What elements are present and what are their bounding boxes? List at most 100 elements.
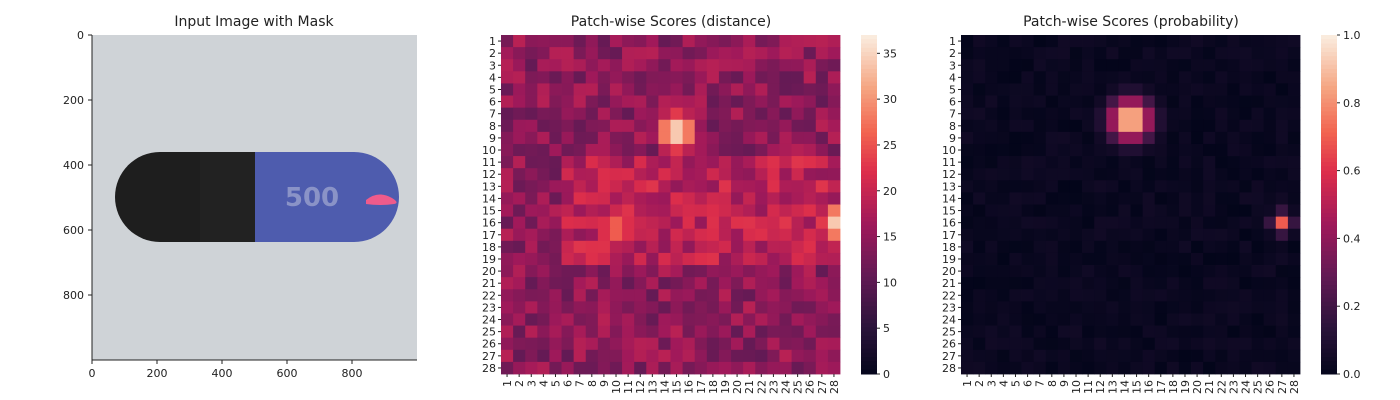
heatmap-cell	[779, 301, 792, 314]
heatmap-x-tick-label: 10	[1070, 380, 1083, 394]
heatmap-cell	[1191, 192, 1204, 205]
heatmap-cell	[755, 240, 768, 254]
heatmap-cell	[1045, 131, 1059, 145]
heatmap-cell	[767, 325, 780, 339]
heatmap-cell	[1142, 240, 1156, 254]
heatmap-cell	[513, 119, 526, 133]
heatmap-cell	[767, 277, 780, 290]
heatmap-cell	[1033, 252, 1047, 266]
heatmap-cell	[706, 349, 720, 363]
heatmap-cell	[985, 240, 998, 254]
heatmap-cell	[646, 240, 659, 254]
heatmap-cell	[609, 252, 623, 266]
heatmap-cell	[1154, 143, 1168, 157]
heatmap-cell	[1227, 143, 1240, 157]
heatmap-cell	[1069, 59, 1083, 72]
heatmap-cell	[1033, 289, 1047, 302]
heatmap-cell	[597, 71, 611, 84]
heatmap-cell	[1045, 35, 1059, 48]
heatmap-cell	[1227, 35, 1240, 48]
heatmap-cell	[1166, 192, 1180, 205]
colorbar-segment	[861, 323, 877, 328]
colorbar-segment	[1321, 35, 1337, 40]
heatmap-cell	[1166, 277, 1180, 290]
heatmap-cell	[1094, 289, 1107, 302]
heatmap-cell	[803, 131, 817, 145]
heatmap-cell	[1178, 325, 1192, 339]
heatmap-cell	[573, 204, 587, 218]
heatmap-cell	[1178, 156, 1192, 169]
heatmap-cell	[1045, 156, 1059, 169]
heatmap-cell	[755, 204, 768, 218]
heatmap-cell	[803, 216, 817, 230]
heatmap-cell	[985, 71, 998, 84]
heatmap-cell	[1178, 35, 1192, 48]
colorbar-segment	[1321, 276, 1337, 282]
heatmap-cell	[1178, 107, 1192, 121]
heatmap-cell	[827, 143, 841, 157]
heatmap-cell	[597, 240, 611, 254]
heatmap-cell	[755, 313, 768, 326]
heatmap-cell	[1191, 252, 1204, 266]
heatmap-cell	[1118, 71, 1131, 84]
heatmap-cell	[561, 252, 575, 266]
heatmap-cell	[1094, 192, 1107, 205]
heatmap-cell	[973, 301, 986, 314]
heatmap-y-tick-label: 4	[489, 71, 496, 84]
colorbar-segment	[1321, 246, 1337, 252]
heatmap-cell	[1094, 83, 1107, 96]
heatmap-cell	[1178, 240, 1192, 254]
heatmap-cell	[1130, 216, 1144, 230]
heatmap-cell	[718, 131, 732, 145]
colorbar-tick-label: 1.0	[1343, 29, 1361, 42]
heatmap-cell	[1215, 349, 1228, 363]
heatmap-cell	[1142, 361, 1156, 375]
heatmap-cell	[549, 265, 562, 278]
heatmap-cell	[634, 289, 647, 302]
heatmap-cell	[646, 107, 659, 121]
heatmap-cell	[997, 168, 1010, 181]
heatmap-cell	[1251, 168, 1265, 181]
heatmap-cell	[537, 35, 550, 48]
heatmap-cell	[985, 277, 998, 290]
heatmap-cell	[755, 289, 768, 302]
heatmap-cell	[1045, 277, 1059, 290]
heatmap-cell	[634, 349, 647, 363]
heatmap-cell	[1251, 59, 1265, 72]
heatmap-cell	[670, 252, 684, 266]
heatmap-cell	[634, 265, 647, 278]
heatmap-cell	[609, 119, 623, 133]
heatmap-cell	[1215, 240, 1228, 254]
heatmap-cell	[997, 228, 1010, 242]
heatmap-cell	[803, 228, 817, 242]
colorbar-segment	[861, 297, 877, 303]
heatmap-cell	[743, 252, 756, 266]
heatmap-cell	[1227, 131, 1240, 145]
heatmap-cell	[646, 361, 659, 375]
heatmap-y-tick-label: 21	[942, 277, 956, 290]
heatmap-cell	[1178, 143, 1192, 157]
heatmap-cell	[767, 71, 780, 84]
heatmap-x-tick-label: 10	[610, 380, 623, 394]
colorbar-segment	[861, 289, 877, 294]
colorbar-segment	[1321, 174, 1337, 180]
heatmap-cell	[1215, 131, 1228, 145]
colorbar-segment	[1321, 111, 1337, 117]
heatmap-cell	[622, 252, 635, 266]
heatmap-cell	[1263, 131, 1277, 145]
heatmap-cell	[815, 240, 829, 254]
heatmap-cell	[1142, 325, 1156, 339]
heatmap-cell	[1203, 168, 1216, 181]
heatmap-cell	[646, 119, 659, 133]
heatmap-cell	[1191, 35, 1204, 48]
heatmap-cell	[1191, 119, 1204, 133]
heatmap-cell	[1287, 240, 1301, 254]
heatmap-cell	[1082, 156, 1095, 169]
heatmap-cell	[609, 71, 623, 84]
heatmap-y-tick-label: 16	[482, 217, 496, 230]
heatmap-cell	[1251, 349, 1265, 363]
heatmap-cell	[670, 289, 684, 302]
heatmap-cell	[961, 289, 974, 302]
heatmap-cell	[694, 289, 708, 302]
heatmap-cell	[537, 59, 550, 72]
